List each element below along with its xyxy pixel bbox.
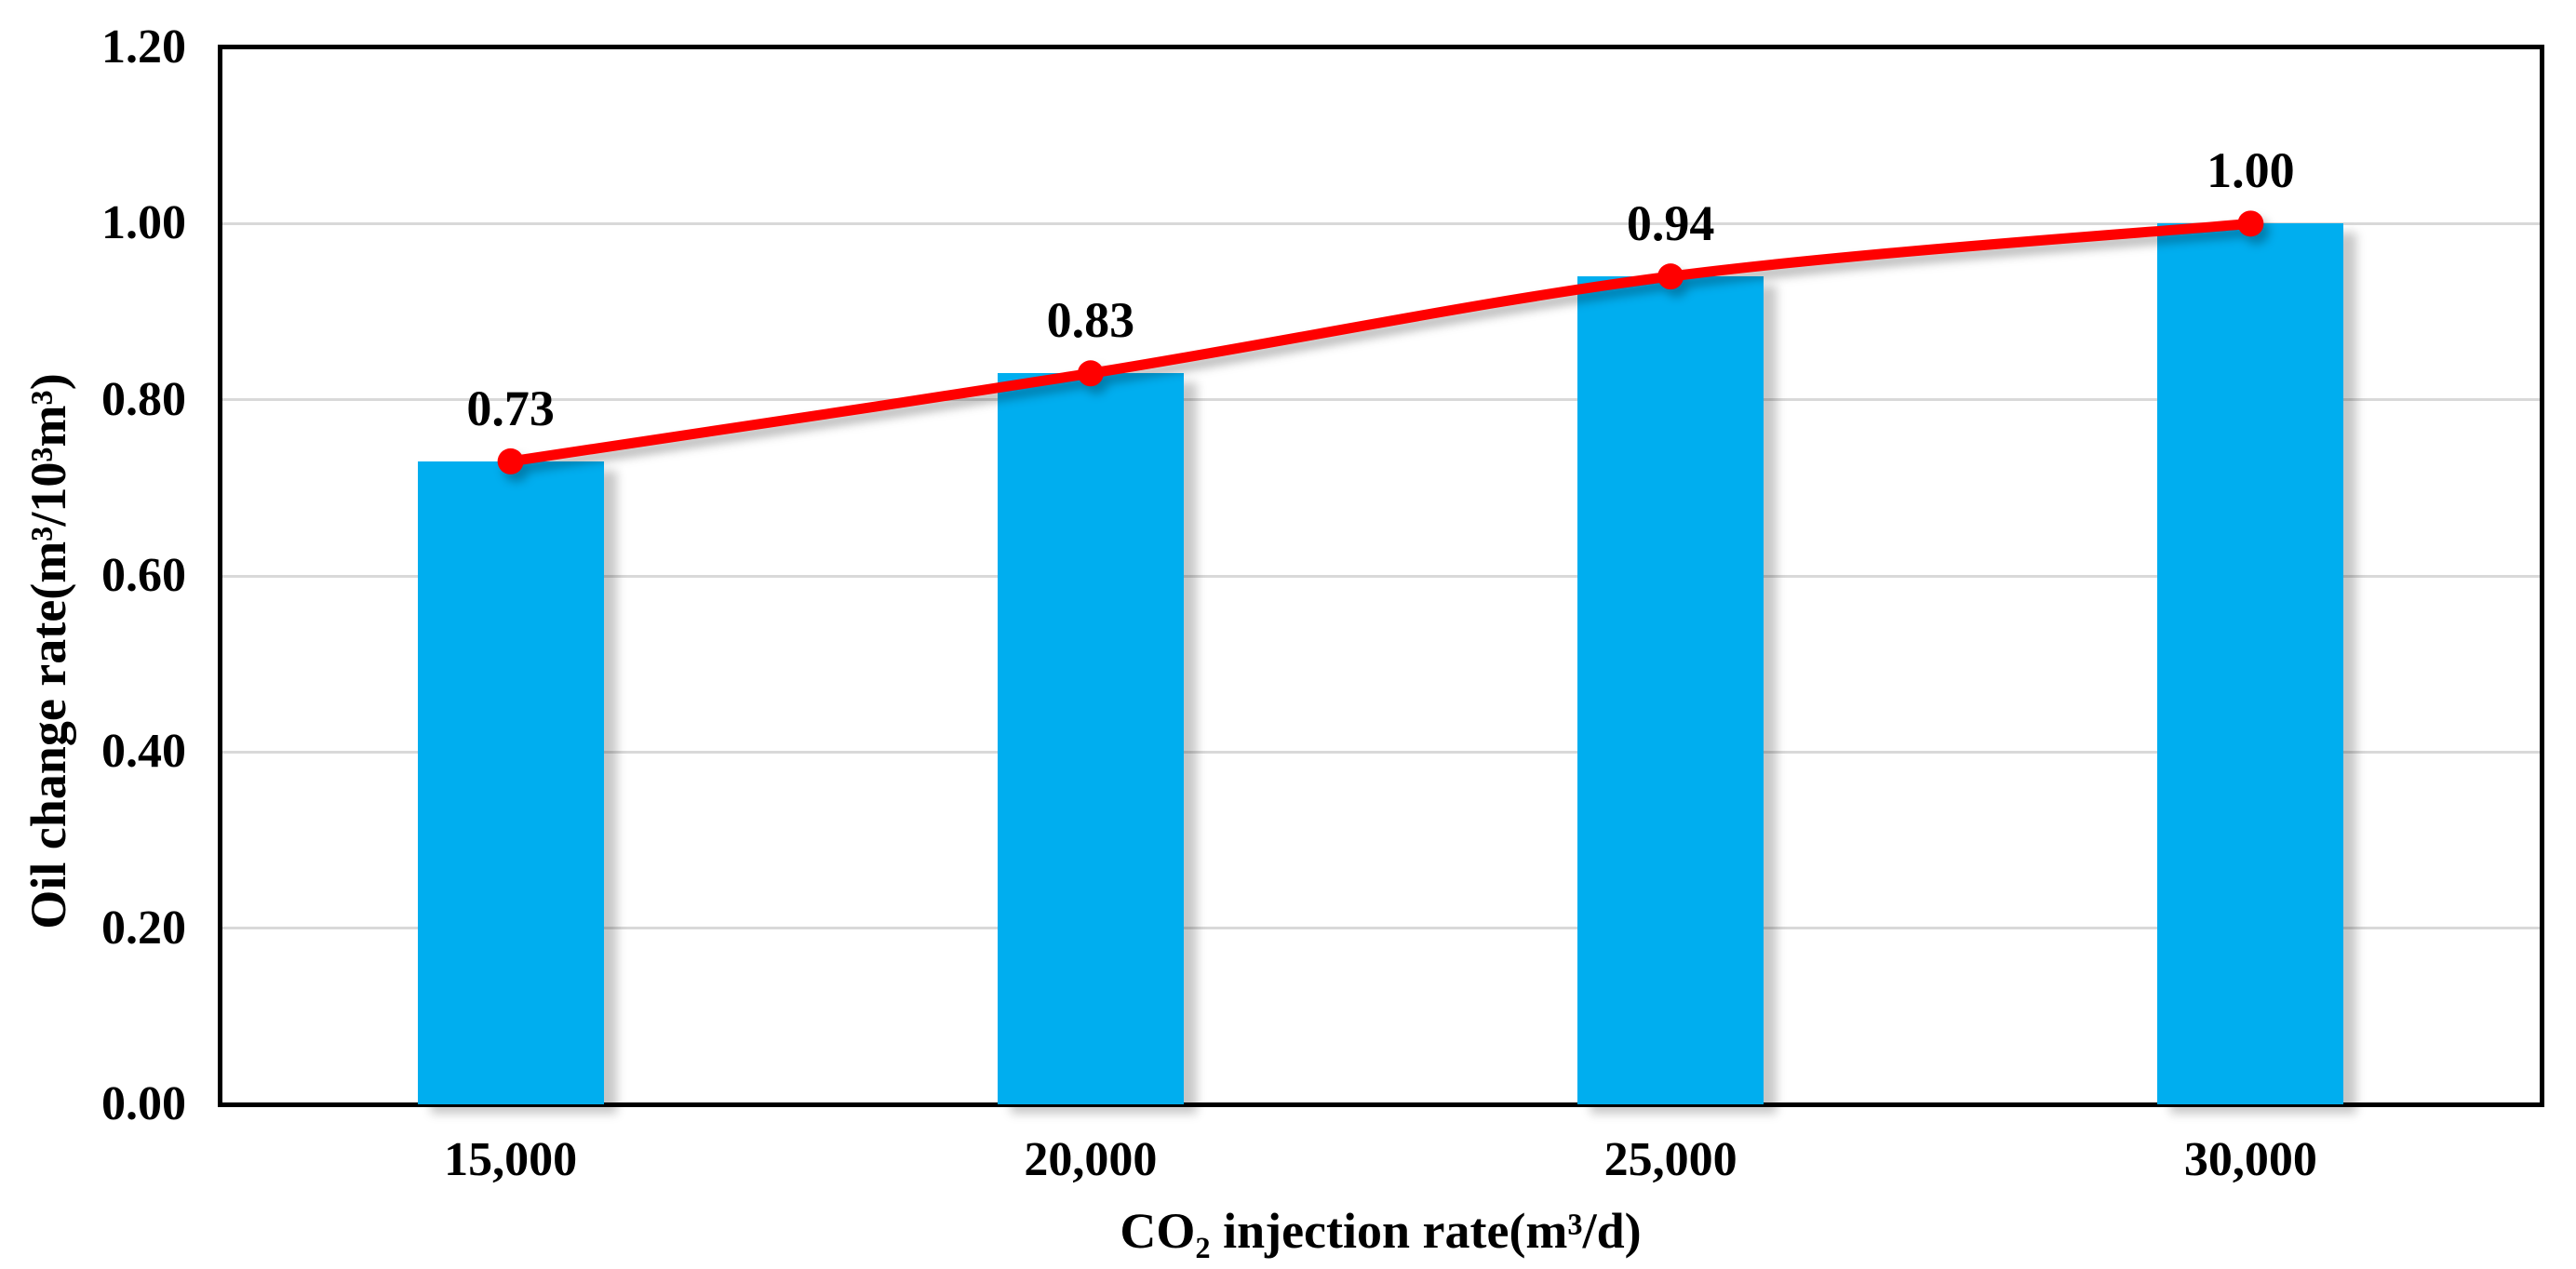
x-axis-title: CO₂ injection rate(m³/d)	[1120, 1203, 1642, 1259]
data-label: 1.00	[2207, 142, 2295, 199]
line-marker	[1077, 360, 1104, 387]
bar-30000	[2157, 223, 2344, 1104]
x-tick-label: 15,000	[444, 1133, 578, 1186]
x-tick-label: 25,000	[1603, 1133, 1737, 1186]
y-tick-label: 1.00	[101, 196, 186, 250]
data-label: 0.83	[1046, 292, 1135, 349]
plot-area-frame	[218, 45, 2544, 1107]
gridline	[222, 398, 2540, 402]
x-tick-label: 30,000	[2183, 1133, 2317, 1186]
y-tick-label: 0.20	[101, 901, 186, 955]
gridline	[222, 750, 2540, 754]
y-axis-title: Oil change rate(m³/10³m³)	[20, 373, 76, 929]
y-tick-label: 0.80	[101, 372, 186, 426]
series-line	[505, 218, 2256, 467]
gridline	[222, 221, 2540, 225]
bar-15000	[417, 461, 604, 1104]
gridline	[222, 927, 2540, 930]
line-marker	[497, 447, 524, 474]
line-marker	[1657, 263, 1684, 290]
bar-20000	[997, 373, 1184, 1104]
x-tick-label: 20,000	[1024, 1133, 1158, 1186]
data-label: 0.73	[466, 380, 555, 436]
line-marker	[2237, 210, 2264, 237]
y-tick-label: 0.60	[101, 549, 186, 602]
gridline	[222, 574, 2540, 578]
y-tick-label: 0.00	[101, 1077, 186, 1130]
y-tick-label: 0.40	[101, 725, 186, 779]
data-label: 0.94	[1626, 195, 1715, 252]
series-line-group	[497, 210, 2264, 474]
y-tick-label: 1.20	[101, 20, 186, 73]
bar-25000	[1577, 276, 1764, 1104]
